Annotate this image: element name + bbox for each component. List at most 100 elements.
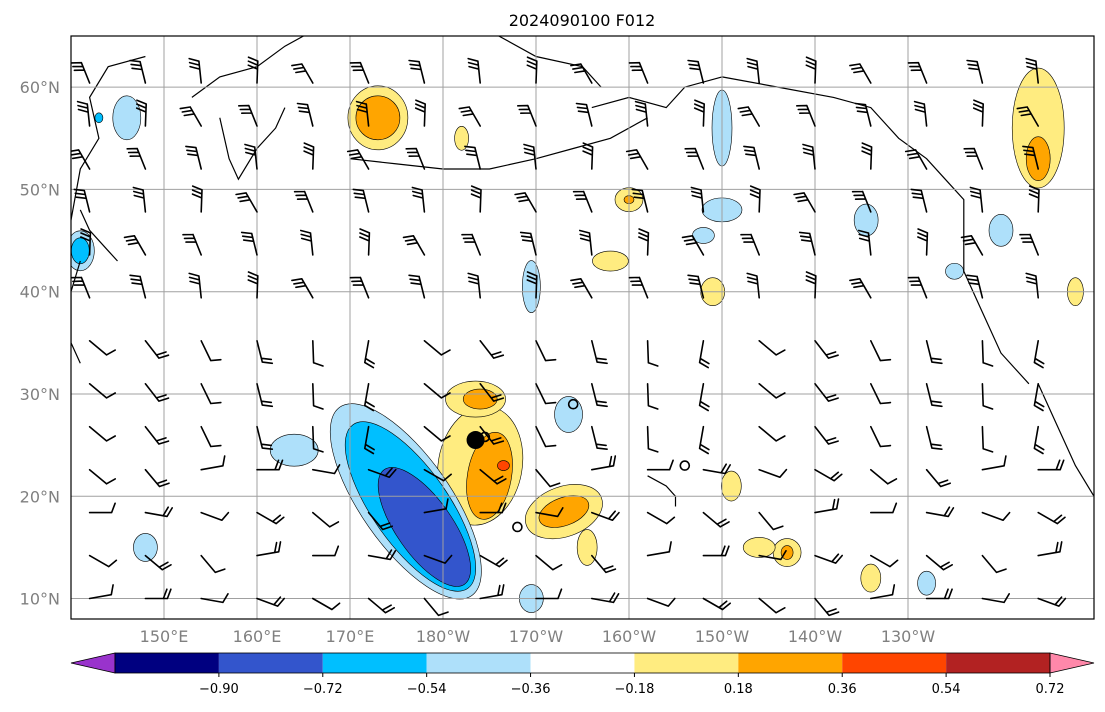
wind-barb [582,142,594,170]
wind-barb [737,106,760,127]
wind-barb [535,468,561,488]
colorbar-bin-2 [322,653,427,673]
wind-barb [256,383,274,408]
wind-barb [743,145,760,170]
wind-barb [570,278,593,299]
contour-blob-11 [94,112,104,124]
longitude-labels: 150°E 160°E 170°E 180°W 170°W 160°W 150°W 140°W… [140,627,936,646]
wind-barb [684,147,705,170]
wind-barb [144,506,173,518]
wind-barb [129,274,147,299]
wind-barb [910,188,928,213]
coastline-4 [219,107,286,181]
wind-barb [235,192,258,213]
wind-barb [758,383,786,399]
coastline-0 [71,55,146,221]
wind-barb [575,102,593,127]
wind-barb [917,228,929,256]
wind-barb [972,99,984,127]
contour-blob-41 [917,570,936,596]
wind-barb [687,59,705,84]
wind-barb [646,541,672,557]
wind-barb [423,597,449,617]
colorbar-bin-1 [218,653,323,673]
wind-barb [634,100,649,127]
wind-barb [814,597,840,617]
lat-label-5: 60°N [20,78,60,97]
wind-barb [981,383,994,410]
wind-barb [591,425,608,450]
wind-barb [925,506,955,518]
wind-barb [535,507,564,518]
contour-blob-31 [742,537,776,558]
wind-barb [303,142,315,170]
colorbar-label-3: −0.36 [511,682,551,697]
wind-barb [71,61,91,84]
wind-barb [479,340,505,359]
wind-barb [291,63,314,84]
track-point-1 [567,398,579,410]
wind-barb [185,145,202,170]
wind-barb [405,147,426,170]
wind-barb [591,383,608,408]
contour-blob-21 [988,214,1014,247]
wind-barb [646,340,659,367]
wind-barb [981,593,1010,604]
wind-barb [423,425,451,442]
wind-barb [364,340,375,369]
contour-blob-20 [1025,136,1051,182]
colorbar-label-4: −0.18 [615,682,655,697]
wind-barb [312,383,324,410]
wind-barb [849,63,872,84]
wind-barb [849,278,872,299]
wind-barb [698,340,710,369]
wind-barb [312,340,324,367]
wind-barb [981,425,994,453]
colorbar-outline [114,652,1051,674]
lon-label-2: 170°E [326,627,375,646]
wind-barb [746,57,760,84]
contour-blob-19 [1011,67,1065,189]
wind-barb [256,459,284,471]
wind-barb [1028,185,1040,213]
wind-barb [1025,57,1039,84]
wind-barb [805,56,817,84]
wind-barb [925,425,943,450]
wind-barb [247,56,259,84]
wind-barb [870,340,892,362]
wind-barb [1022,145,1039,170]
wind-barb [535,383,557,405]
wind-barb [88,502,116,514]
wind-barb [256,425,274,450]
colorbar-bin-7 [842,653,947,673]
wind-barb [144,340,170,359]
wind-barb [805,271,817,299]
wind-barb [188,272,202,299]
wind-barb [517,104,537,127]
wind-barb [814,340,839,359]
wind-barb [591,592,620,604]
wind-barb [854,102,872,127]
wind-barb [702,463,731,475]
wind-barb [591,340,608,365]
wind-barb [312,597,341,611]
coastline-10 [647,475,677,507]
wind-barb [698,425,710,455]
wind-barb [408,59,426,84]
wind-barb [907,276,928,299]
wind-barb [523,143,537,170]
wind-barb [312,425,324,453]
wind-barb [200,425,222,448]
wind-barb [814,468,843,482]
wind-barb [870,502,898,514]
wind-barb [88,554,118,568]
wind-barb [240,231,258,256]
wind-barb [71,276,91,299]
lat-label-4: 50°N [20,180,60,199]
wind-barb [244,143,258,170]
contour-blob-28 [522,260,541,313]
wind-barb [349,61,370,84]
wind-barb [1037,511,1066,525]
wind-barb [851,190,872,213]
